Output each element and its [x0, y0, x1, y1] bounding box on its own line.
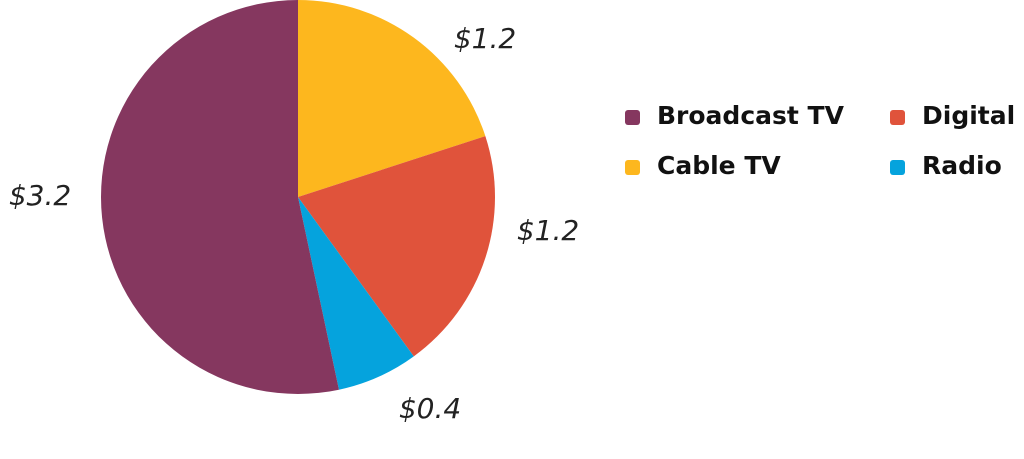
- pie-slice: [298, 197, 414, 390]
- legend-swatch: [625, 110, 640, 125]
- legend-swatch: [890, 110, 905, 125]
- legend-label: Radio: [922, 151, 1002, 180]
- legend-swatch: [625, 160, 640, 175]
- value-label: $3.2: [9, 179, 71, 212]
- pie-slice: [298, 0, 486, 197]
- value-label: $1.2: [517, 214, 579, 247]
- pie-slice: [298, 136, 496, 357]
- legend-label: Digital: [922, 101, 1015, 130]
- legend-label: Cable TV: [657, 151, 781, 180]
- legend-label: Broadcast TV: [657, 101, 845, 130]
- pie-slice: [100, 0, 339, 395]
- legend-swatch: [890, 160, 905, 175]
- value-label: $0.4: [399, 392, 461, 425]
- value-label: $1.2: [454, 22, 516, 55]
